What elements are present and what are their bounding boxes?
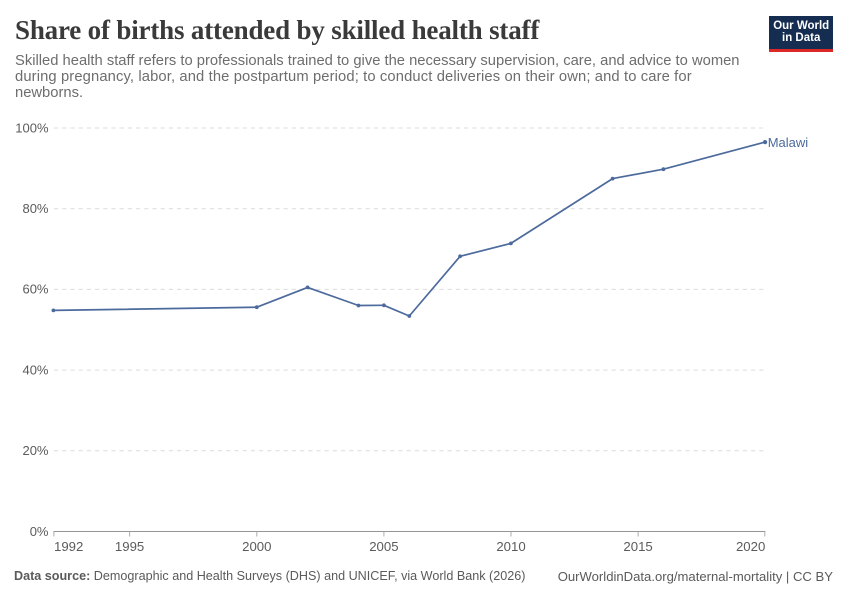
svg-text:2015: 2015 — [623, 539, 652, 554]
svg-text:1992: 1992 — [54, 539, 83, 554]
svg-text:20%: 20% — [22, 443, 48, 458]
svg-text:80%: 80% — [22, 201, 48, 216]
svg-text:2020: 2020 — [736, 539, 765, 554]
svg-text:0%: 0% — [30, 524, 49, 539]
svg-text:100%: 100% — [15, 120, 49, 135]
svg-text:1995: 1995 — [115, 539, 144, 554]
svg-text:40%: 40% — [22, 362, 48, 377]
svg-text:60%: 60% — [22, 282, 48, 297]
svg-text:2000: 2000 — [242, 539, 271, 554]
svg-text:Malawi: Malawi — [768, 135, 809, 150]
svg-text:2005: 2005 — [369, 539, 398, 554]
svg-text:2010: 2010 — [496, 539, 525, 554]
